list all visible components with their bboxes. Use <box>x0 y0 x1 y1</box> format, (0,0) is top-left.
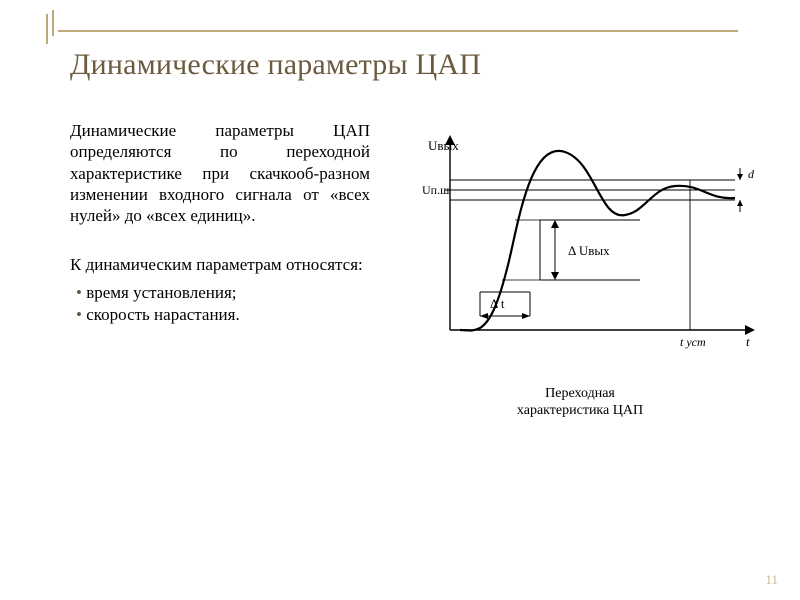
page-number: 11 <box>765 572 778 588</box>
deco-line-v1 <box>46 14 48 44</box>
dt-ah-l <box>480 313 488 319</box>
steady-label: Uп.ш <box>422 183 450 197</box>
du-ah-top <box>551 220 559 228</box>
chart-svg: Uвых Uп.ш d t уст t <box>390 130 770 370</box>
list-item: скорость нарастания. <box>76 304 370 327</box>
paragraph-1: Динамические параметры ЦАП определяются … <box>70 120 370 226</box>
tust-label: t уст <box>680 335 706 349</box>
deco-line-v2 <box>52 10 54 36</box>
caption-line-1: Переходная <box>545 386 615 401</box>
list-item: время установления; <box>76 282 370 305</box>
body-text: Динамические параметры ЦАП определяются … <box>70 120 370 327</box>
x-axis-label: t <box>746 334 750 349</box>
figure: Uвых Uп.ш d t уст t <box>390 130 770 420</box>
du-label: Δ Uвых <box>568 243 610 258</box>
page-title: Динамические параметры ЦАП <box>70 48 481 82</box>
dt-label: Δ t <box>490 296 505 311</box>
d-arrowhead-2 <box>737 200 743 206</box>
bullet-list: время установления; скорость нарастания. <box>70 282 370 328</box>
slide: Динамические параметры ЦАП Динамические … <box>0 0 800 600</box>
du-ah-bot <box>551 272 559 280</box>
deco-line-top <box>58 30 738 32</box>
caption-line-2: характеристика ЦАП <box>517 403 643 418</box>
d-label: d <box>748 167 755 181</box>
figure-caption: Переходная характеристика ЦАП <box>390 386 770 420</box>
d-arrowhead-1 <box>737 174 743 180</box>
paragraph-2: К динамическим параметрам относятся: <box>70 254 370 275</box>
dt-ah-r <box>522 313 530 319</box>
y-axis-label: Uвых <box>428 138 459 153</box>
